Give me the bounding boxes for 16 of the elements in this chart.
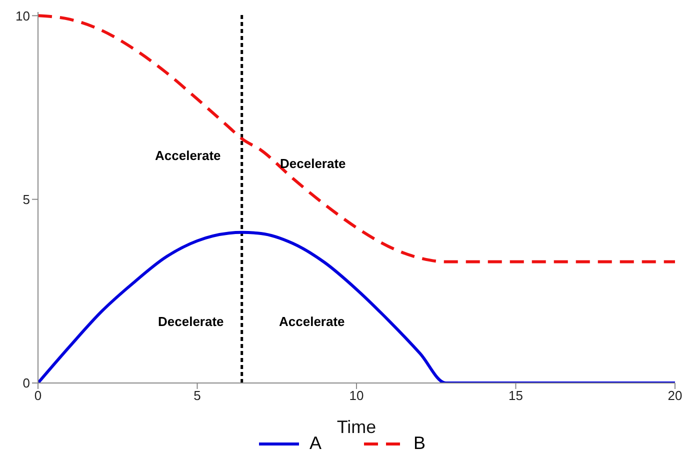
- y-tick-label: 5: [22, 192, 30, 207]
- x-axis-title: Time: [336, 417, 376, 437]
- annotation: Decelerate: [280, 156, 346, 171]
- annotation: Decelerate: [158, 314, 224, 329]
- x-tick-label: 0: [34, 388, 42, 404]
- y-tick-label: 0: [22, 376, 30, 391]
- y-tick-label: 10: [16, 8, 30, 24]
- x-tick-label: 20: [668, 388, 682, 404]
- legend-label: B: [414, 433, 426, 453]
- x-tick-label: 5: [194, 388, 201, 404]
- legend-label: A: [308, 433, 322, 454]
- annotation: Accelerate: [279, 314, 345, 329]
- line-series: [38, 14, 675, 264]
- x-tick-label: 10: [349, 388, 364, 404]
- annotation: Accelerate: [155, 148, 221, 163]
- x-tick-label: 15: [508, 388, 523, 404]
